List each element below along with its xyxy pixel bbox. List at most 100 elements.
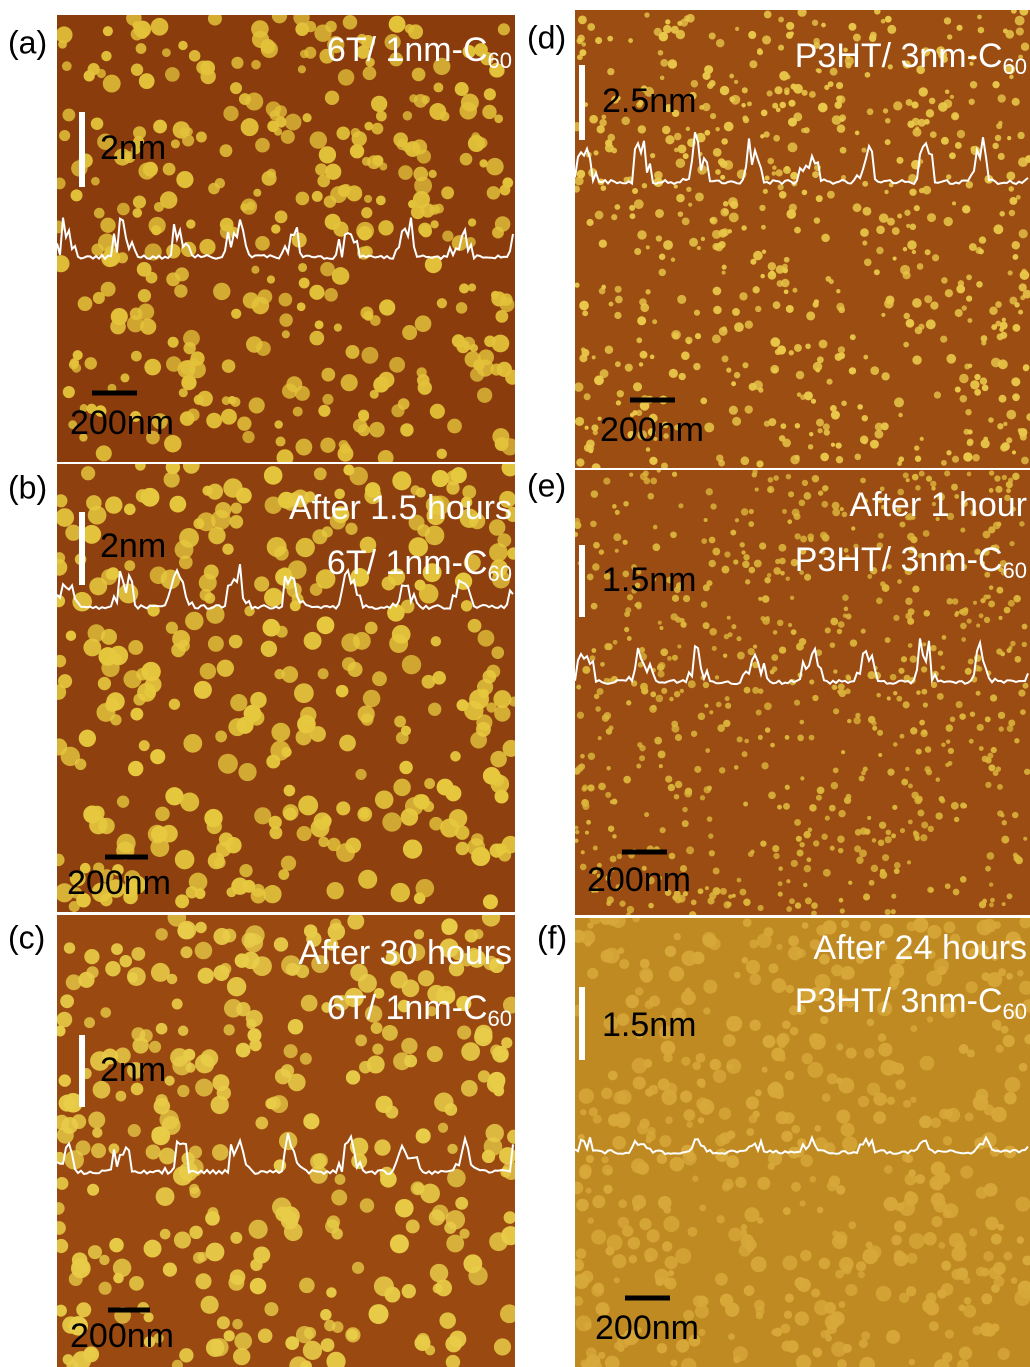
grain — [137, 289, 152, 303]
grain — [978, 236, 987, 244]
grain — [181, 374, 197, 391]
grain — [812, 694, 819, 702]
grain — [607, 133, 616, 142]
grain — [702, 584, 710, 592]
grain — [930, 644, 937, 652]
grain — [753, 559, 762, 568]
grain — [437, 1122, 449, 1133]
grain — [72, 1351, 92, 1367]
grain — [901, 950, 912, 960]
grain — [251, 59, 261, 70]
grain — [848, 22, 857, 31]
grain — [719, 887, 727, 895]
grain — [269, 826, 283, 840]
grain — [62, 1316, 80, 1334]
grain — [155, 806, 170, 822]
grain — [486, 186, 501, 200]
grain — [699, 1204, 707, 1212]
grain — [691, 951, 705, 965]
grain — [321, 1002, 333, 1013]
height-profile — [575, 1134, 1029, 1156]
grain — [812, 171, 819, 179]
grain — [446, 1234, 465, 1253]
grain — [773, 852, 780, 860]
grain — [368, 1304, 389, 1325]
grain — [800, 535, 808, 543]
grain — [698, 1099, 715, 1115]
grain — [794, 1277, 807, 1289]
grain — [633, 1204, 641, 1212]
grain — [982, 530, 991, 539]
grain — [715, 169, 721, 175]
grain — [57, 494, 68, 508]
grain — [906, 860, 912, 865]
panel-caption: After 1.5 hours — [289, 489, 512, 527]
grain — [656, 470, 661, 473]
grain — [722, 1034, 736, 1047]
grain — [359, 1198, 375, 1213]
grain — [767, 477, 774, 483]
grain — [362, 689, 381, 708]
grain — [743, 554, 750, 561]
grain — [355, 1034, 368, 1047]
grain — [499, 490, 515, 508]
grain — [910, 536, 918, 544]
grain — [743, 801, 749, 807]
grain — [899, 827, 906, 834]
grain — [821, 22, 826, 28]
grain — [741, 87, 748, 94]
grain — [771, 654, 779, 662]
grain — [251, 20, 269, 38]
grain — [837, 346, 846, 354]
grain — [111, 943, 123, 956]
grain — [742, 362, 749, 369]
grain — [1011, 97, 1020, 106]
grain — [161, 1116, 181, 1135]
caption-text: After 1 hour — [849, 486, 1027, 524]
grain — [657, 1078, 670, 1091]
grain — [57, 177, 66, 190]
grain — [60, 746, 80, 767]
grain — [970, 380, 980, 390]
grain — [1014, 655, 1022, 663]
grain — [131, 145, 141, 155]
grain — [746, 1128, 755, 1137]
grain — [106, 879, 126, 898]
grain — [447, 418, 462, 434]
grain — [976, 943, 989, 956]
grain — [989, 902, 994, 908]
grain — [303, 631, 322, 650]
height-bar-label: 1.5nm — [602, 1006, 697, 1044]
grain — [990, 897, 995, 903]
grain — [675, 158, 686, 169]
grain — [57, 1177, 69, 1190]
grain — [916, 263, 924, 270]
grain — [907, 120, 915, 128]
grain — [1000, 1025, 1009, 1034]
grain — [787, 142, 798, 153]
grain — [393, 1052, 411, 1071]
grain — [639, 755, 646, 762]
grain — [414, 176, 433, 195]
grain — [837, 621, 845, 628]
grain — [477, 629, 495, 647]
grain — [926, 970, 943, 987]
grain — [719, 1293, 734, 1308]
grain — [953, 816, 960, 823]
grain — [793, 512, 801, 520]
grain — [575, 382, 584, 392]
grain — [992, 1262, 1006, 1275]
grain — [703, 518, 708, 523]
grain — [276, 449, 294, 462]
grain — [84, 357, 98, 370]
grain — [762, 1035, 776, 1048]
grain — [1022, 999, 1030, 1013]
grain — [462, 44, 476, 59]
grain — [371, 95, 388, 113]
grain — [861, 1331, 871, 1341]
grain — [108, 1143, 120, 1155]
grain — [825, 276, 832, 282]
grain — [501, 1037, 513, 1049]
grain — [373, 988, 385, 999]
